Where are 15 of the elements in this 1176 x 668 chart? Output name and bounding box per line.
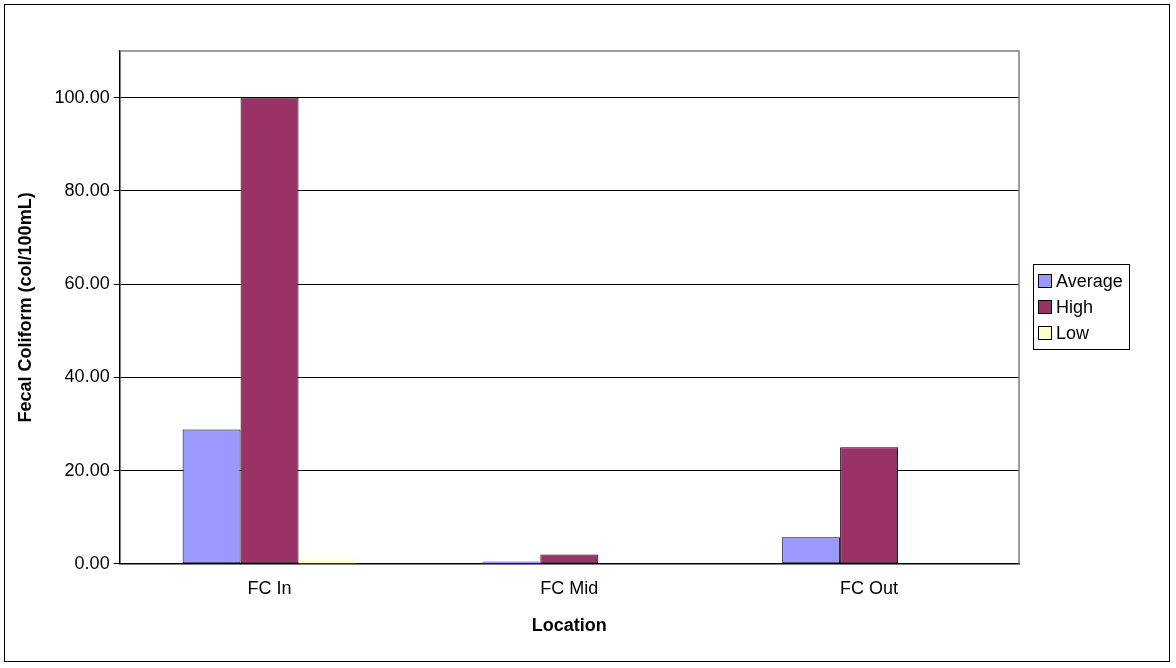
x-tick-label: FC Out	[840, 577, 899, 598]
legend-label: High	[1056, 296, 1094, 320]
legend-label: Average	[1056, 270, 1123, 294]
x-axis-title: Location	[531, 615, 607, 636]
y-tick-label: 100.00	[54, 86, 110, 107]
y-axis-title: Fecal Coliform (col/100mL)	[14, 192, 35, 423]
y-tick-label: 80.00	[64, 179, 110, 200]
y-tick-label: 20.00	[64, 459, 110, 480]
bar	[298, 559, 357, 564]
y-tick-label: 0.00	[74, 552, 110, 573]
x-tick-label: FC Mid	[540, 577, 599, 598]
y-tick-label: 40.00	[64, 366, 110, 387]
legend-label: Low	[1056, 322, 1090, 346]
x-tick-label: FC In	[247, 577, 292, 598]
y-tick-label: 60.00	[64, 273, 110, 294]
